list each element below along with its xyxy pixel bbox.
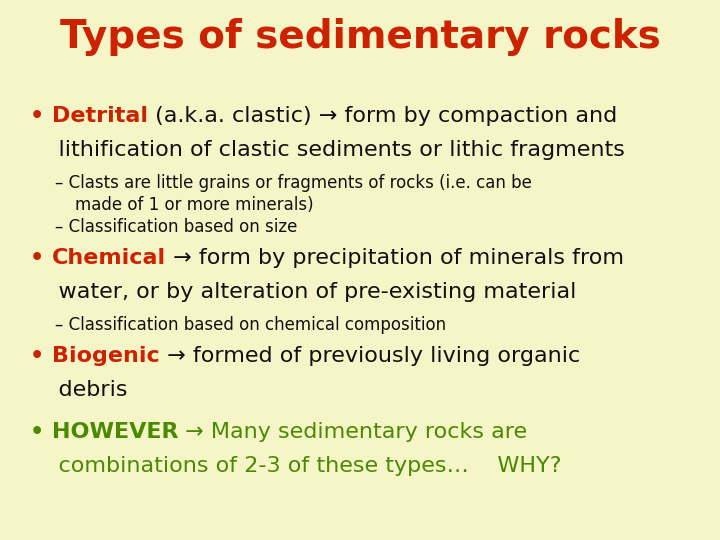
- Text: debris: debris: [30, 380, 127, 400]
- Text: Biogenic: Biogenic: [52, 346, 160, 366]
- Text: •: •: [30, 346, 52, 366]
- Text: Types of sedimentary rocks: Types of sedimentary rocks: [60, 18, 660, 56]
- Text: combinations of 2-3 of these types…    WHY?: combinations of 2-3 of these types… WHY?: [30, 456, 562, 476]
- Text: – Classification based on chemical composition: – Classification based on chemical compo…: [55, 316, 446, 334]
- Text: (a.k.a. clastic) → form by compaction and: (a.k.a. clastic) → form by compaction an…: [148, 106, 617, 126]
- Text: lithification of clastic sediments or lithic fragments: lithification of clastic sediments or li…: [30, 140, 625, 160]
- Text: – Clasts are little grains or fragments of rocks (i.e. can be: – Clasts are little grains or fragments …: [55, 174, 532, 192]
- Text: water, or by alteration of pre-existing material: water, or by alteration of pre-existing …: [30, 282, 577, 302]
- Text: •: •: [30, 422, 52, 442]
- Text: Chemical: Chemical: [52, 248, 166, 268]
- Text: made of 1 or more minerals): made of 1 or more minerals): [75, 196, 314, 214]
- Text: Detrital: Detrital: [52, 106, 148, 126]
- Text: → Many sedimentary rocks are: → Many sedimentary rocks are: [179, 422, 528, 442]
- Text: HOWEVER: HOWEVER: [52, 422, 179, 442]
- Text: → formed of previously living organic: → formed of previously living organic: [160, 346, 580, 366]
- Text: – Classification based on size: – Classification based on size: [55, 218, 297, 236]
- Text: •: •: [30, 106, 52, 126]
- Text: → form by precipitation of minerals from: → form by precipitation of minerals from: [166, 248, 624, 268]
- Text: •: •: [30, 248, 52, 268]
